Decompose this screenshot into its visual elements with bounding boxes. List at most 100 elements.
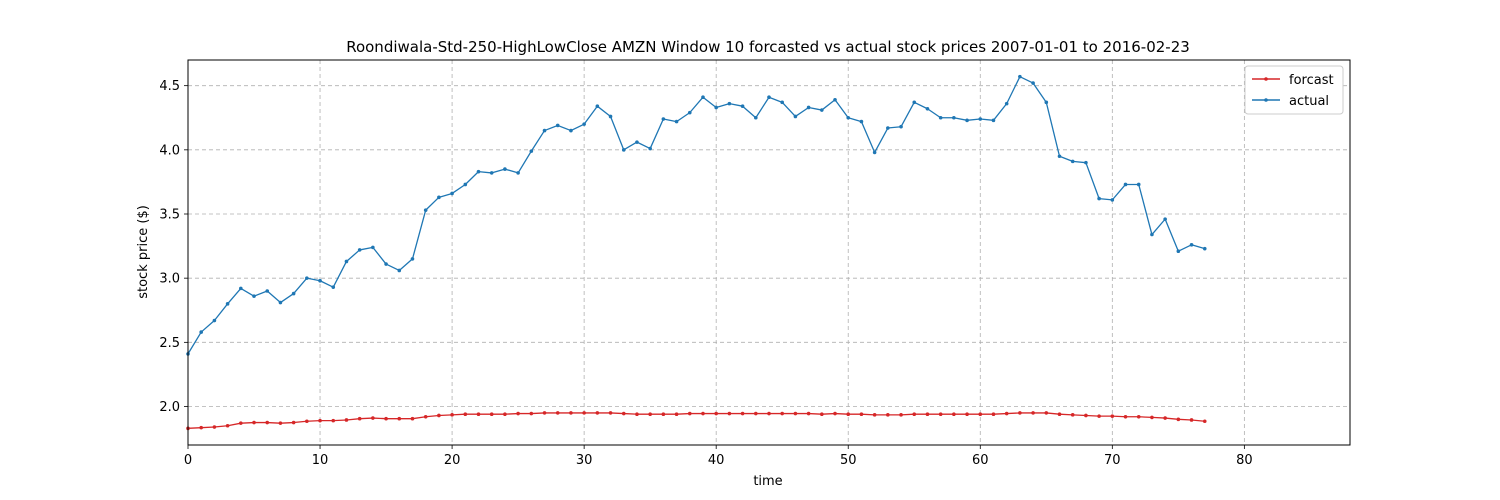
data-point-forcast [872, 413, 877, 417]
data-point-actual [529, 149, 534, 153]
data-point-forcast [1031, 411, 1035, 415]
data-point-actual [1004, 101, 1009, 106]
data-point-forcast [674, 412, 679, 417]
x-tick-label: 30 [576, 453, 593, 468]
data-point-actual [595, 104, 600, 108]
data-point-actual [754, 115, 758, 120]
data-point-forcast [199, 425, 203, 430]
y-tick-label: 2.5 [159, 336, 180, 351]
data-point-forcast [701, 411, 705, 416]
data-point-forcast [1084, 413, 1088, 418]
data-point-actual [621, 148, 626, 152]
data-point-forcast [965, 412, 969, 417]
data-point-forcast [555, 411, 560, 415]
data-point-actual [450, 191, 454, 196]
y-tick-label: 4.5 [159, 79, 180, 94]
data-point-forcast [252, 420, 256, 425]
data-point-actual [1031, 81, 1035, 85]
data-point-actual [1018, 74, 1022, 79]
data-point-forcast [1136, 414, 1141, 419]
data-point-forcast [912, 412, 917, 417]
data-point-forcast [1150, 415, 1154, 420]
legend-marker-forcast [1264, 77, 1268, 81]
data-point-actual [978, 117, 983, 121]
data-point-forcast [952, 412, 956, 417]
data-point-forcast [1123, 414, 1128, 419]
data-point-actual [331, 285, 336, 289]
data-point-forcast [397, 416, 402, 421]
data-point-actual [872, 150, 877, 155]
data-point-forcast [978, 412, 983, 417]
data-point-forcast [1004, 411, 1009, 416]
data-point-forcast [1176, 417, 1181, 422]
data-point-actual [991, 118, 996, 123]
data-point-forcast [727, 411, 732, 416]
data-point-actual [305, 276, 309, 280]
data-point-forcast [503, 412, 507, 417]
data-point-forcast [780, 411, 784, 416]
data-point-forcast [371, 416, 375, 420]
x-tick-label: 10 [312, 453, 329, 468]
data-point-actual [938, 115, 943, 120]
data-point-forcast [833, 411, 837, 416]
data-point-forcast [212, 425, 217, 429]
data-point-actual [674, 119, 679, 124]
x-tick-label: 60 [972, 453, 989, 468]
data-point-forcast [318, 418, 322, 423]
data-point-actual [952, 115, 956, 120]
data-point-actual [899, 124, 903, 129]
data-point-actual [397, 268, 402, 273]
data-point-actual [1044, 100, 1049, 105]
data-point-actual [846, 115, 851, 120]
data-point-forcast [489, 412, 494, 417]
x-tick-label: 0 [184, 453, 192, 468]
data-point-forcast [410, 416, 415, 421]
data-point-forcast [265, 420, 270, 425]
y-tick-label: 2.0 [159, 400, 180, 415]
data-point-forcast [846, 412, 851, 417]
data-point-actual [859, 119, 864, 124]
data-point-actual [1057, 154, 1062, 159]
plot-frame [187, 59, 1351, 446]
data-point-forcast [225, 423, 230, 428]
data-point-actual [239, 286, 243, 291]
data-point-actual [687, 110, 692, 115]
data-point-forcast [899, 413, 903, 417]
legend: forcast actual [1244, 65, 1344, 115]
series-line-forcast [187, 412, 1205, 429]
data-point-actual [371, 245, 375, 250]
data-point-actual [1084, 160, 1088, 165]
data-point-forcast [278, 421, 283, 425]
data-point-actual [357, 248, 362, 252]
data-point-actual [793, 114, 798, 119]
data-point-forcast [239, 421, 243, 425]
series-line-actual [187, 76, 1205, 355]
data-point-forcast [608, 411, 613, 415]
data-point-forcast [529, 411, 534, 416]
y-axis-label: stock price ($) [136, 205, 151, 299]
data-point-forcast [291, 420, 296, 425]
data-point-forcast [384, 416, 388, 421]
data-point-forcast [806, 411, 811, 416]
y-tick-label: 3.0 [159, 272, 180, 287]
data-point-forcast [661, 412, 666, 417]
data-point-forcast [595, 411, 600, 415]
data-point-actual [1176, 249, 1181, 254]
data-point-actual [661, 117, 666, 121]
data-point-actual [925, 106, 930, 111]
data-point-actual [1136, 182, 1141, 187]
data-point-actual [767, 95, 771, 100]
x-tick-label: 50 [840, 453, 857, 468]
chart-title: Roondiwala-Std-250-HighLowClose AMZN Win… [346, 38, 1190, 56]
x-tick-label: 70 [1104, 453, 1121, 468]
data-point-forcast [1070, 413, 1075, 417]
data-point-actual [965, 118, 969, 123]
data-point-forcast [820, 412, 824, 417]
series-forcast [186, 411, 1207, 431]
data-point-forcast [938, 412, 943, 417]
data-point-forcast [767, 411, 771, 416]
data-point-actual [489, 171, 494, 175]
data-point-forcast [476, 412, 481, 417]
